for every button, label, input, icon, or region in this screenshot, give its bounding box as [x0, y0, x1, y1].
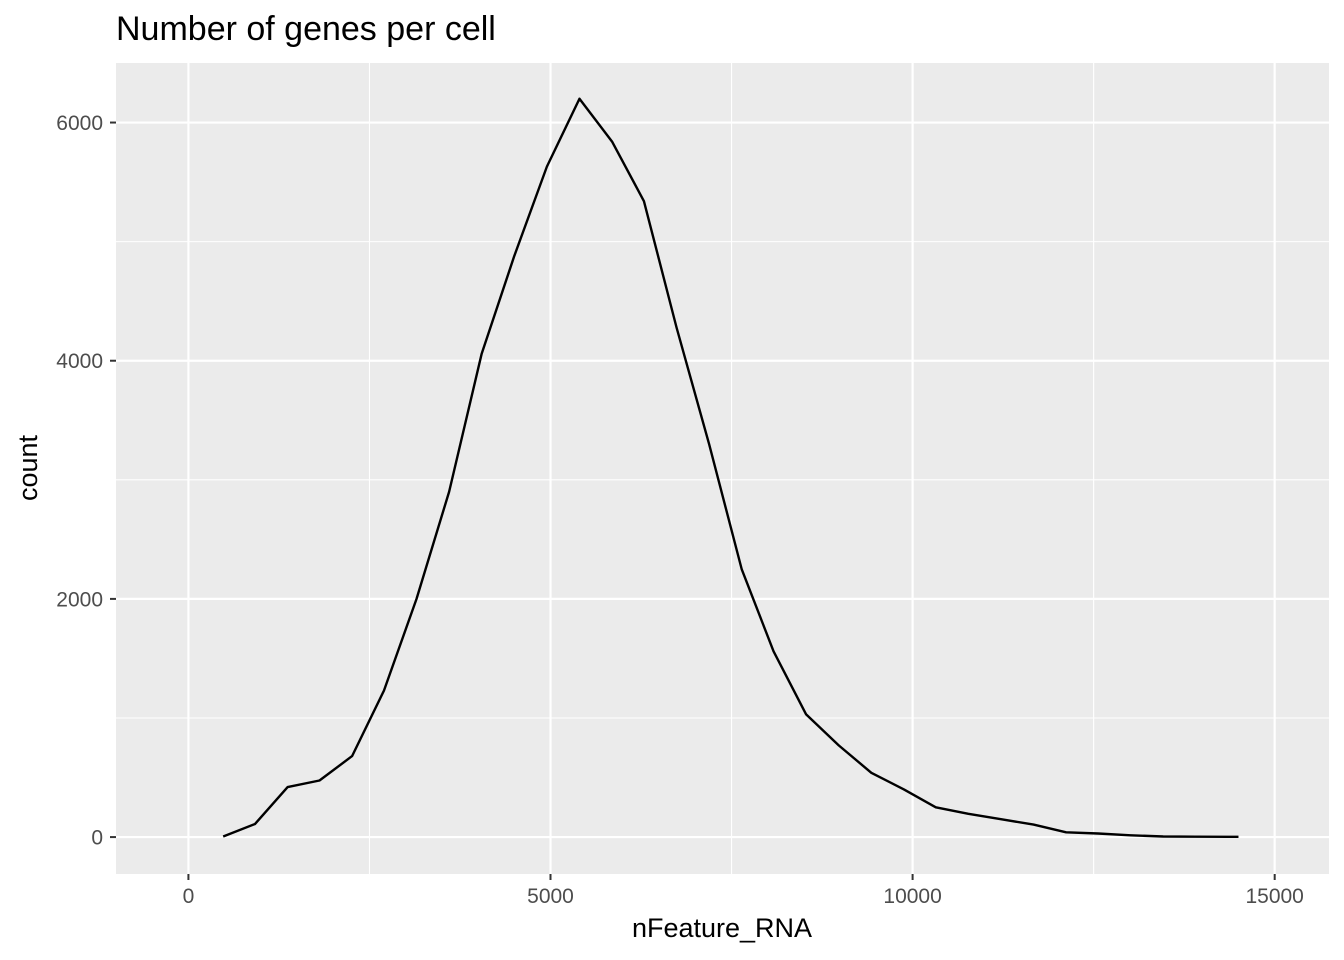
plot-panel [116, 63, 1329, 874]
x-tick-label: 5000 [527, 885, 574, 908]
x-axis-title: nFeature_RNA [632, 913, 812, 943]
y-tick-label: 4000 [56, 350, 103, 373]
x-tick-label: 0 [183, 885, 195, 908]
chart-title: Number of genes per cell [116, 10, 496, 48]
x-tick-label: 15000 [1245, 885, 1303, 908]
series-layer [222, 97, 1239, 839]
y-tick-label: 2000 [56, 588, 103, 611]
y-tick-label: 0 [91, 827, 103, 850]
major-gridlines [116, 63, 1329, 874]
series-line [222, 97, 1239, 839]
minor-gridlines [116, 63, 1329, 874]
x-tick-label: 10000 [883, 885, 941, 908]
axis-ticks [110, 121, 1276, 880]
tick-labels: 0 5000 10000 15000 0 2000 4000 6000 [56, 112, 1304, 908]
y-tick-label: 6000 [56, 112, 103, 135]
y-axis-title: count [13, 434, 43, 501]
